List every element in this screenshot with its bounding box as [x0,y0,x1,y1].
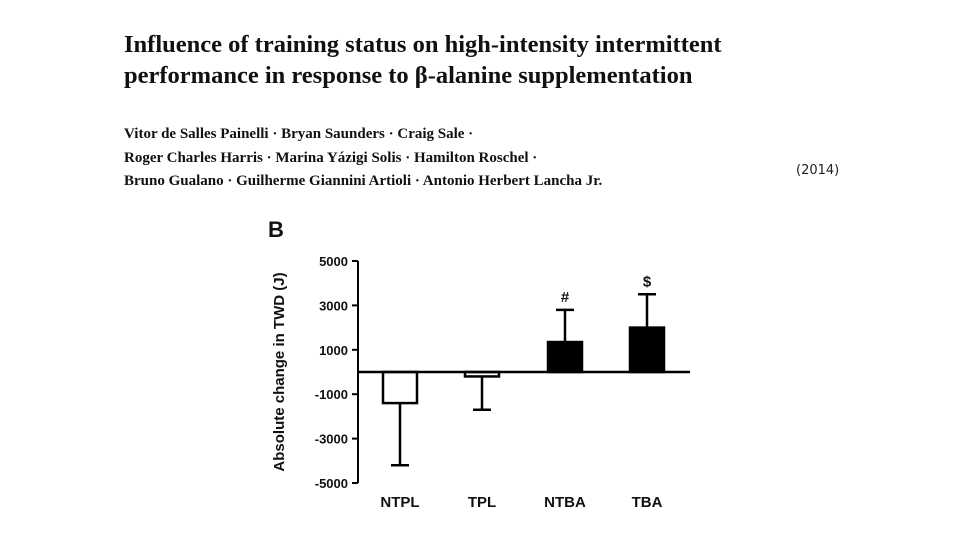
author-list: Vitor de Salles Painelli · Bryan Saunder… [124,123,804,194]
bar-tba [628,326,666,374]
y-tick-label: -3000 [315,432,348,447]
author-line-3: Bruno Gualano · Guilherme Giannini Artio… [124,173,603,189]
y-tick-label: -5000 [315,476,348,491]
panel-label: B [268,217,284,242]
y-tick-label: 1000 [319,343,348,358]
significance-marker: $ [643,273,652,290]
bar-ntpl [381,370,419,405]
author-line-1: Vitor de Salles Painelli · Bryan Saunder… [124,126,474,142]
title-line-2: performance in response to β-alanine sup… [124,62,693,89]
paper-title: Influence of training status on high-int… [124,29,884,91]
bar-ntba [546,340,584,374]
y-axis-label: Absolute change in TWD (J) [271,272,288,471]
y-tick-label: -1000 [315,387,348,402]
significance-marker: # [561,289,570,306]
x-tick-label: NTBA [544,494,586,511]
publication-year: (2014) [796,163,840,178]
x-tick-label: NTPL [380,494,419,511]
y-tick-label: 3000 [319,298,348,313]
x-tick-label: TPL [468,494,496,511]
title-line-1: Influence of training status on high-int… [124,31,722,58]
y-tick-label: 5000 [319,254,348,269]
x-tick-label: TBA [632,494,663,511]
author-line-2: Roger Charles Harris · Marina Yázigi Sol… [124,149,538,166]
